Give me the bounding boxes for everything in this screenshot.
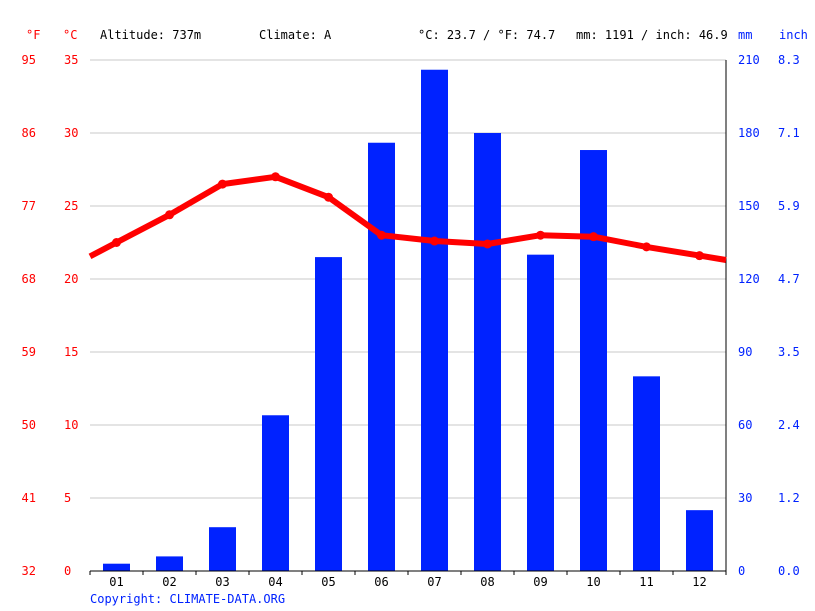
celsius-tick-label: 35: [64, 53, 78, 67]
month-tick-label: 09: [533, 575, 547, 589]
temperature-point: [430, 236, 439, 246]
month-tick-label: 01: [109, 575, 123, 589]
fahrenheit-tick-label: 50: [22, 418, 36, 432]
altitude-label: Altitude: 737m: [100, 28, 202, 42]
temperature-point: [218, 179, 227, 189]
fahrenheit-tick-label: 59: [22, 345, 36, 359]
average-temperature-label: °C: 23.7 / °F: 74.7: [418, 28, 556, 42]
month-tick-label: 08: [480, 575, 494, 589]
inch-tick-label: 8.3: [778, 53, 800, 67]
fahrenheit-unit-label: °F: [26, 28, 41, 42]
fahrenheit-tick-label: 77: [22, 199, 36, 213]
precipitation-bar: [633, 376, 660, 571]
precipitation-bar: [156, 556, 183, 571]
celsius-tick-label: 25: [64, 199, 78, 213]
precipitation-bar: [368, 142, 395, 571]
mm-tick-label: 30: [738, 491, 752, 505]
temperature-point: [695, 251, 704, 261]
precipitation-bar: [421, 69, 448, 571]
celsius-tick-label: 10: [64, 418, 78, 432]
inch-tick-label: 2.4: [778, 418, 800, 432]
precipitation-bar: [209, 527, 236, 571]
inch-tick-label: 1.2: [778, 491, 800, 505]
inch-unit-label: inch: [779, 28, 808, 42]
temperature-point: [589, 232, 598, 242]
precipitation-bar: [580, 150, 607, 572]
mm-tick-label: 120: [738, 272, 760, 286]
month-tick-label: 04: [268, 575, 282, 589]
climate-label: Climate: A: [259, 28, 332, 42]
inch-tick-label: 7.1: [778, 126, 800, 140]
fahrenheit-tick-label: 86: [22, 126, 36, 140]
inch-tick-label: 0.0: [778, 564, 800, 578]
mm-tick-label: 90: [738, 345, 752, 359]
celsius-tick-label: 5: [64, 491, 71, 505]
precipitation-bar: [315, 257, 342, 571]
month-tick-label: 06: [374, 575, 388, 589]
fahrenheit-tick-label: 41: [22, 491, 36, 505]
celsius-tick-label: 15: [64, 345, 78, 359]
mm-tick-label: 0: [738, 564, 745, 578]
precipitation-bar: [527, 254, 554, 571]
total-precipitation-label: mm: 1191 / inch: 46.9: [576, 28, 728, 42]
temperature-point: [112, 238, 121, 247]
inch-tick-label: 3.5: [778, 345, 800, 359]
month-tick-label: 11: [639, 575, 653, 589]
mm-tick-label: 60: [738, 418, 752, 432]
mm-tick-label: 210: [738, 53, 760, 67]
precipitation-bar: [262, 415, 289, 571]
month-tick-label: 03: [215, 575, 229, 589]
precipitation-bar: [474, 133, 501, 571]
temperature-line: [88, 173, 727, 263]
celsius-tick-label: 20: [64, 272, 78, 286]
mm-tick-label: 180: [738, 126, 760, 140]
temperature-point: [483, 239, 492, 249]
celsius-unit-label: °C: [63, 28, 78, 42]
month-tick-label: 05: [321, 575, 335, 589]
fahrenheit-tick-label: 68: [22, 272, 36, 286]
month-tick-label: 12: [692, 575, 706, 589]
fahrenheit-tick-label: 95: [22, 53, 36, 67]
temperature-point: [536, 230, 545, 240]
inch-tick-label: 5.9: [778, 199, 800, 213]
temperature-point: [165, 210, 174, 220]
precipitation-bar: [686, 510, 713, 571]
temperature-point: [271, 172, 280, 182]
celsius-tick-label: 0: [64, 564, 71, 578]
copyright-link[interactable]: Copyright: CLIMATE-DATA.ORG: [90, 592, 286, 606]
temperature-point: [642, 242, 651, 252]
celsius-tick-label: 30: [64, 126, 78, 140]
inch-tick-label: 4.7: [778, 272, 800, 286]
temperature-point: [377, 230, 386, 240]
mm-tick-label: 150: [738, 199, 760, 213]
month-tick-label: 02: [162, 575, 176, 589]
fahrenheit-tick-label: 32: [22, 564, 36, 578]
temperature-point: [324, 192, 333, 202]
mm-unit-label: mm: [738, 28, 753, 42]
precipitation-bar: [103, 563, 130, 571]
month-tick-label: 07: [427, 575, 441, 589]
month-tick-label: 10: [586, 575, 600, 589]
